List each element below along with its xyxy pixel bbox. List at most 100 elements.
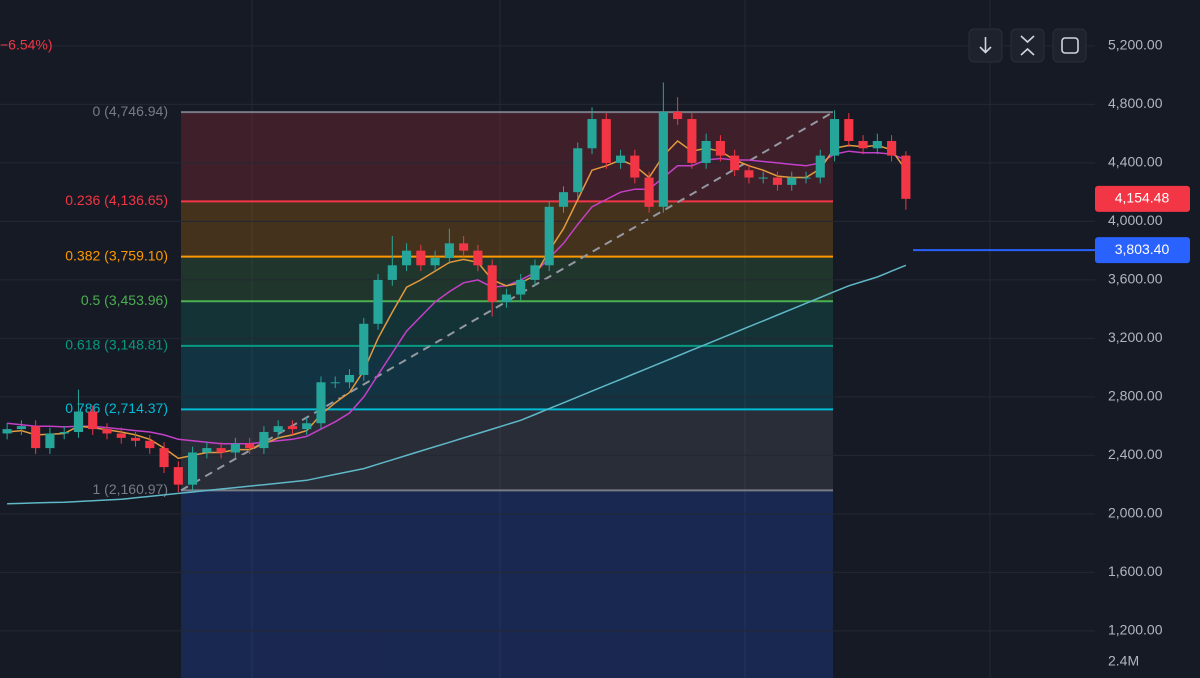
price-tag (1095, 185, 1190, 212)
collapse-button[interactable] (1010, 28, 1045, 63)
change-label: −6.54%) (0, 37, 53, 53)
candle-body (188, 452, 198, 485)
y-tick-label: 2,800.00 (1108, 388, 1163, 404)
candle-body (273, 426, 283, 433)
moving-averages (7, 140, 907, 505)
price-axis: 1,200.00 1,600.00 2,000.00 2,400.00 2,800.00… (913, 0, 1200, 678)
candle-body (130, 437, 141, 441)
fib-level-label: 0.5 (3,453.96) (81, 292, 168, 308)
candle-body (73, 411, 84, 433)
candle-body (673, 111, 683, 120)
candle-body (530, 265, 540, 280)
volume-label: 2.4M (1108, 653, 1139, 669)
candle-body (330, 382, 340, 384)
y-tick-label: 5,200.00 (1108, 37, 1163, 53)
candle-body (102, 429, 112, 434)
fib-band (181, 490, 833, 678)
candle-body (402, 250, 412, 266)
fib-band (181, 301, 833, 346)
candle-body (558, 192, 569, 207)
candle-body (744, 170, 754, 178)
candle-body (829, 119, 840, 156)
y-tick-label: 3,600.00 (1108, 271, 1163, 287)
candle-body (430, 257, 440, 266)
candle-body (544, 206, 554, 266)
candle-body (230, 443, 240, 453)
candle-body (145, 440, 155, 449)
candle-body (159, 448, 169, 468)
candle-body (116, 433, 126, 438)
candle-body (715, 140, 725, 156)
grid (0, 45, 1095, 632)
candle-body (59, 432, 69, 434)
candles (2, 82, 911, 492)
candle-body (901, 155, 911, 199)
toolbar (968, 28, 1087, 63)
candle-body (302, 423, 312, 430)
fullscreen-button[interactable] (1052, 28, 1087, 63)
candle-body (373, 279, 383, 324)
candle-body (587, 119, 597, 149)
candle-body (758, 177, 768, 179)
candle-body (459, 243, 469, 251)
candle-body (872, 140, 882, 149)
price-tag (1095, 237, 1190, 264)
candle-body (245, 443, 255, 449)
fib-level-label: 0.382 (3,759.10) (65, 247, 168, 263)
y-tick-label: 1,200.00 (1108, 622, 1163, 638)
candle-body (701, 140, 711, 163)
candle-body (287, 426, 298, 430)
candle-body (359, 323, 369, 375)
candle-body (387, 265, 397, 280)
axis-background (1095, 0, 1200, 678)
candle-body (202, 448, 212, 453)
y-tick-label: 3,200.00 (1108, 329, 1163, 345)
candle-body (858, 140, 868, 149)
fib-band (181, 409, 833, 491)
candle-body (45, 433, 55, 449)
candle-body (787, 177, 797, 185)
candle-body (815, 155, 825, 178)
candle-body (316, 382, 326, 424)
fib-level-label: 0 (4,746.94) (93, 103, 169, 119)
candle-body (516, 279, 526, 295)
candle-body (730, 155, 740, 171)
candle-body (31, 426, 41, 449)
candle-body (772, 177, 783, 185)
candle-body (887, 140, 897, 156)
candle-body (16, 426, 26, 430)
candle-body (88, 411, 98, 430)
fibonacci-retracement: 0 (4,746.94) 0.236 (4,136.65) 0.382 (3,759… (65, 103, 834, 678)
candle-body (844, 119, 854, 141)
fib-band (181, 112, 833, 202)
moving-average-line (7, 150, 907, 445)
candle-body (216, 448, 226, 453)
candle-body (630, 155, 640, 178)
candle-body (444, 243, 454, 258)
candle-body (615, 155, 626, 163)
y-tick-label: 2,400.00 (1108, 446, 1163, 462)
y-tick-label: 4,400.00 (1108, 154, 1163, 170)
moving-average-line (7, 264, 907, 505)
candle-body (658, 111, 668, 207)
candle-body (173, 467, 183, 485)
y-tick-label: 1,600.00 (1108, 563, 1163, 579)
candle-body (487, 265, 497, 302)
candle-body (344, 374, 355, 383)
fib-band (181, 345, 833, 410)
y-tick-label: 4,000.00 (1108, 212, 1163, 228)
fib-level-label: 1 (2,160.97) (93, 481, 169, 497)
fib-band (181, 256, 833, 302)
price-tag-label: 3,803.40 (1115, 241, 1170, 257)
candle-body (473, 250, 483, 266)
candle-body (687, 119, 697, 163)
download-button[interactable] (968, 28, 1003, 63)
moving-average-line (7, 140, 907, 460)
candle-body (644, 177, 654, 207)
candle-body (259, 432, 269, 449)
fib-level-label: 0.618 (3,148.81) (65, 337, 168, 353)
fib-band (181, 201, 833, 257)
y-tick-label: 4,800.00 (1108, 95, 1163, 111)
